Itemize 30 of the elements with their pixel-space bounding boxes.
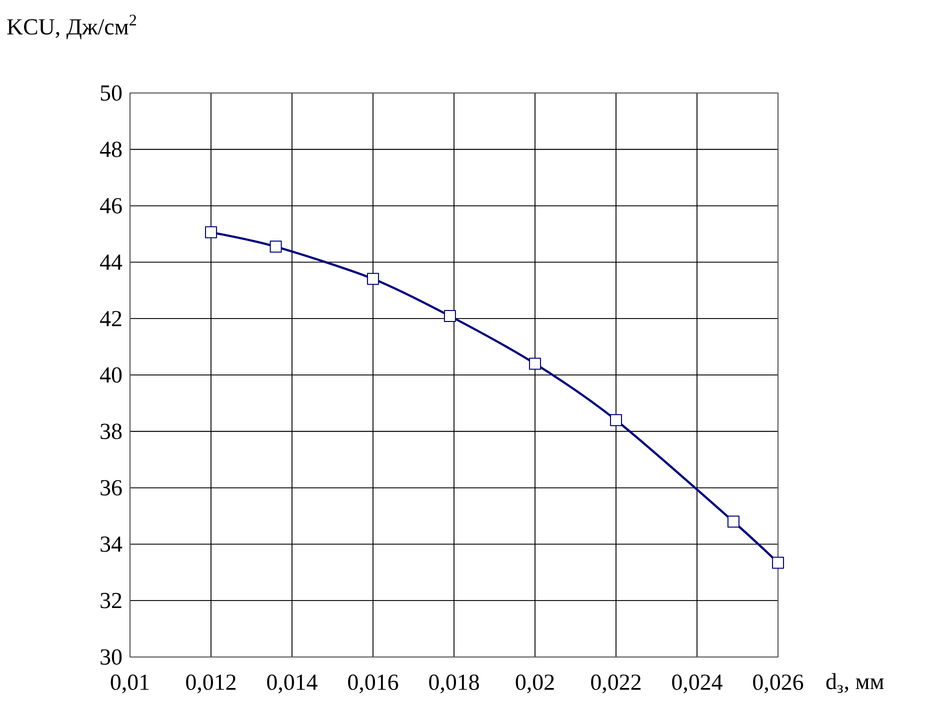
point [270,240,282,253]
y-axis-title: KCU, Дж/см$^{2}$ [7,14,136,40]
x-tick-label: 0,02 [516,674,554,694]
x-tick-label: 0,016 [348,674,398,694]
y-tick-label: 36 [100,480,122,496]
y-tick-label: 38 [100,424,122,440]
point [610,414,622,426]
point [727,516,740,528]
point [367,272,380,285]
y-tick-label: 50 [100,85,122,101]
x-axis-title: d$_{з}$, мм [826,673,884,693]
x-tick-label: 0,024 [672,674,722,694]
x-tick-label: 0,01 [110,674,149,694]
y-tick-label: 30 [100,649,122,665]
point [772,556,784,569]
point [444,310,456,322]
point [529,358,542,370]
y-tick-label: 32 [100,592,122,608]
x-tick-label: 0,012 [186,674,236,694]
y-tick-label: 42 [100,311,122,326]
x-tick-label: 0,026 [753,674,804,694]
point [205,226,218,238]
x-tick-label: 0,014 [267,674,318,694]
y-tick-label: 34 [100,536,122,552]
y-tick-label: 48 [100,142,122,158]
x-tick-label: 0,018 [429,674,479,694]
y-tick-label: 44 [100,254,122,270]
x-tick-label: 0,022 [591,674,641,694]
y-tick-label: 46 [100,198,122,214]
y-tick-label: 40 [100,367,122,383]
